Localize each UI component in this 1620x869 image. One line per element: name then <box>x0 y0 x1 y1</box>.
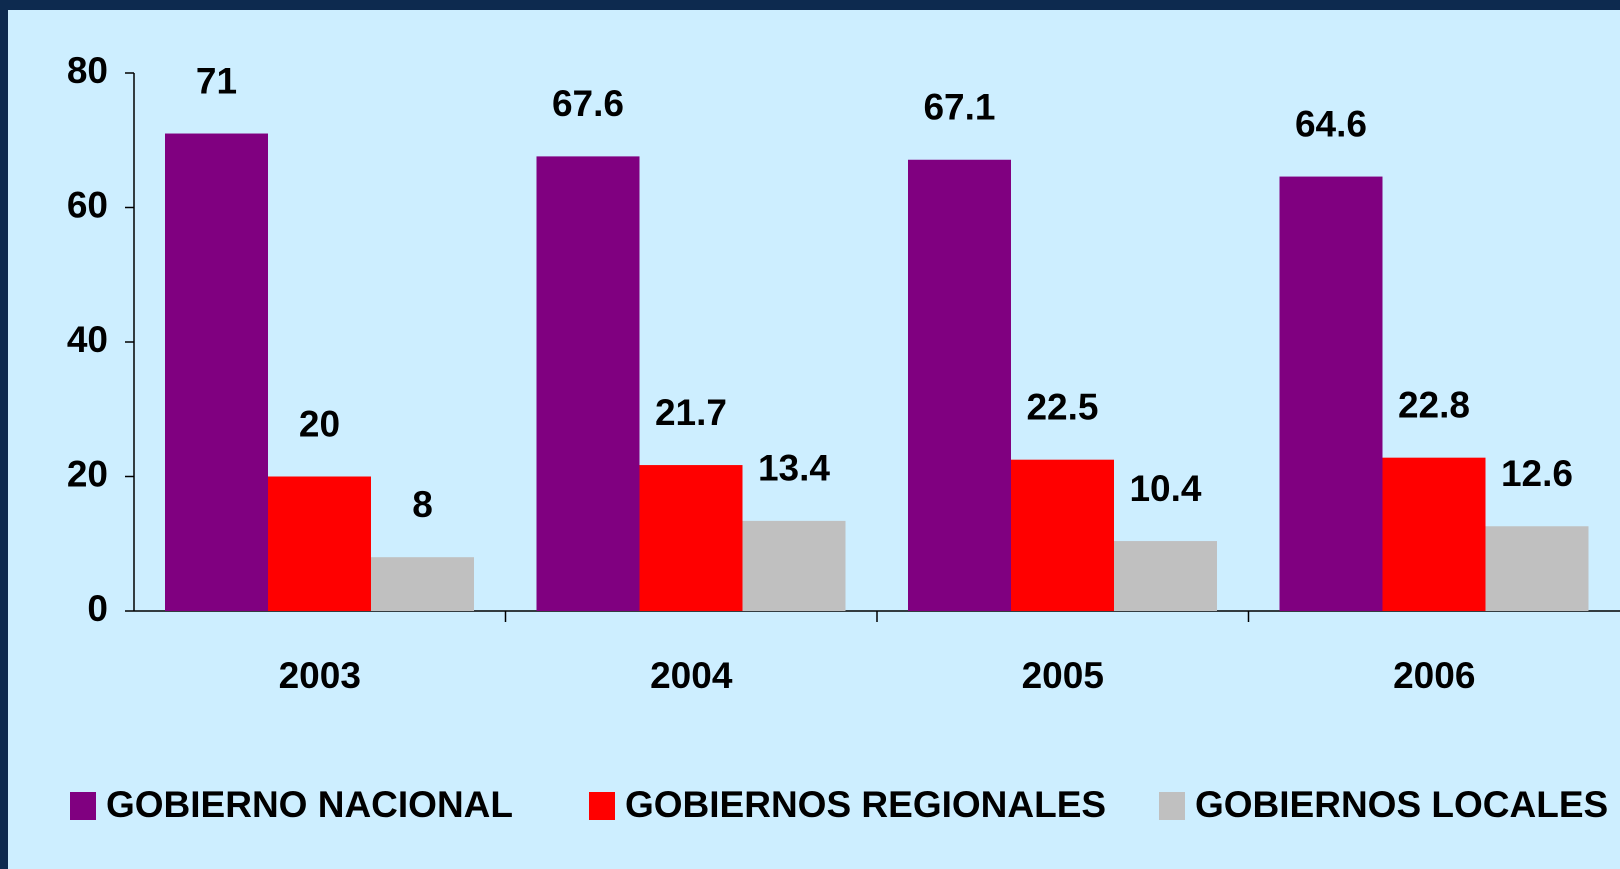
data-label: 8 <box>412 484 433 525</box>
bar <box>1114 541 1217 611</box>
data-label: 21.7 <box>655 392 727 433</box>
bar <box>742 520 846 611</box>
data-label: 12.6 <box>1501 453 1573 494</box>
data-label: 64.6 <box>1295 103 1367 144</box>
legend-label: GOBIERNOS REGIONALES <box>625 784 1106 825</box>
bar <box>165 133 268 611</box>
data-label: 67.6 <box>552 83 624 124</box>
bar <box>1382 457 1486 611</box>
bar <box>1011 459 1114 611</box>
bar <box>536 156 640 611</box>
legend-swatch <box>589 792 615 820</box>
x-tick-label: 2005 <box>1022 655 1104 696</box>
data-label: 67.1 <box>923 87 995 128</box>
x-tick-label: 2003 <box>279 655 361 696</box>
y-tick-label: 40 <box>67 319 108 360</box>
y-tick-label: 60 <box>67 184 108 225</box>
x-tick-label: 2004 <box>650 655 733 696</box>
data-label: 71 <box>196 60 237 101</box>
data-label: 20 <box>299 403 340 444</box>
legend-swatch <box>1159 792 1185 820</box>
x-tick-label: 2006 <box>1393 655 1475 696</box>
bar <box>1485 526 1589 611</box>
bar <box>371 557 474 611</box>
y-tick-label: 20 <box>67 453 108 494</box>
data-label: 22.5 <box>1026 386 1098 427</box>
bar <box>639 465 743 611</box>
legend-swatch <box>70 792 96 820</box>
y-tick-label: 80 <box>67 50 108 91</box>
bar <box>1279 176 1383 611</box>
y-tick-label: 0 <box>87 588 108 629</box>
legend-label: GOBIERNOS LOCALES <box>1195 784 1608 825</box>
bar <box>268 476 371 611</box>
legend-label: GOBIERNO NACIONAL <box>106 784 513 825</box>
data-label: 22.8 <box>1398 384 1470 425</box>
data-label: 10.4 <box>1129 468 1201 509</box>
bar <box>908 159 1011 611</box>
data-label: 13.4 <box>758 448 830 489</box>
